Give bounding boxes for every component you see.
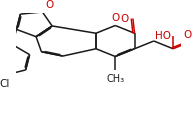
Text: Cl: Cl [0,79,10,89]
Text: O: O [121,14,129,23]
Text: O: O [45,0,53,10]
Text: O: O [111,13,119,23]
Text: CH₃: CH₃ [106,74,124,84]
Text: O: O [184,30,192,40]
Text: HO: HO [155,31,171,41]
